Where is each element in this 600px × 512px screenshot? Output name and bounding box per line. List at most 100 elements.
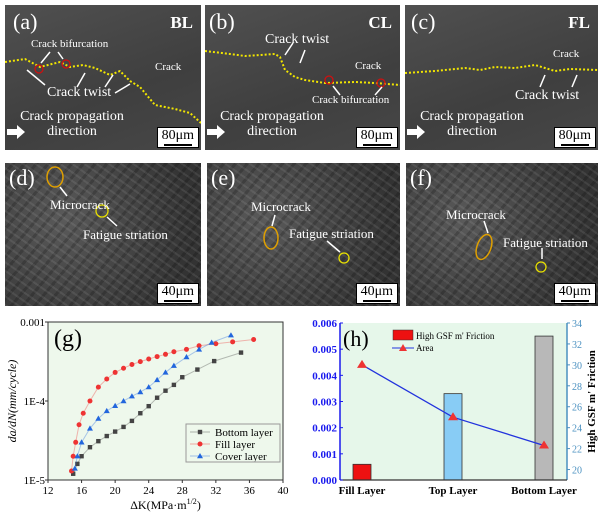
data-point xyxy=(183,354,190,360)
data-point xyxy=(95,415,102,421)
chart-h: 0.000 0.001 0.002 0.003 0.004 0.005 0.006 20 22 2… xyxy=(312,318,598,497)
direction-label: Crack propagation direction xyxy=(217,109,327,139)
micrograph-d: (d) Microcrack Fatigue striation 40μm xyxy=(5,163,201,306)
area-point xyxy=(357,359,367,368)
bar-0 xyxy=(352,463,372,481)
direction-label: Crack propagation direction xyxy=(417,109,527,139)
direction-line-1: Crack propagation xyxy=(20,109,124,124)
data-point xyxy=(146,403,151,409)
y-tick-label: 0.001 xyxy=(312,449,337,461)
data-point xyxy=(104,433,109,439)
data-point xyxy=(70,453,76,459)
data-point xyxy=(180,375,185,380)
data-point xyxy=(196,346,203,352)
legend-label: Bottom layer xyxy=(215,427,273,439)
scale-bar: 40μm xyxy=(553,283,596,304)
y-tick-label: 1E-4 xyxy=(24,396,46,408)
data-point xyxy=(87,398,93,404)
x-tick-label: Fill Layer xyxy=(339,485,386,497)
micrograph-c: (c) FL Crack Crack twist Crack propagati… xyxy=(405,5,598,150)
data-point xyxy=(128,393,135,399)
plot-area xyxy=(47,321,284,481)
panel-label: (h) xyxy=(343,326,369,351)
y-tick-label: 0.004 xyxy=(312,370,337,382)
layer-tag: BL xyxy=(170,13,193,32)
data-point xyxy=(79,454,84,459)
panel-label: (e) xyxy=(211,165,236,190)
y2-tick-label: 26 xyxy=(572,403,582,414)
data-point xyxy=(230,339,236,345)
x-tick-label: 28 xyxy=(177,485,189,497)
data-point xyxy=(103,407,110,414)
legend-marker xyxy=(197,453,203,459)
crack-path xyxy=(205,50,400,86)
data-point xyxy=(251,337,257,343)
y-tick-label: 0.003 xyxy=(312,397,337,409)
x-tick-label: Top Layer xyxy=(429,485,478,497)
panel-label: (a) xyxy=(13,9,38,34)
feature-overlay xyxy=(475,220,547,273)
feature-overlay xyxy=(263,214,350,264)
layer-tag: CL xyxy=(368,13,392,32)
crack-overlay xyxy=(405,63,598,139)
y-tick-label: 0.000 xyxy=(312,475,337,487)
layer-tag: FL xyxy=(568,13,590,32)
data-point xyxy=(196,343,202,349)
direction-line-2: direction xyxy=(447,124,497,139)
scale-bar: 80μm xyxy=(553,127,596,148)
data-point xyxy=(154,395,160,400)
crack-path xyxy=(5,57,201,124)
microcrack-label: Microcrack xyxy=(251,199,311,214)
x-tick-label: 16 xyxy=(76,485,88,497)
data-point xyxy=(145,384,152,390)
y2-axis-label: High GSF m' Friction xyxy=(586,350,598,453)
striation-label: Fatigue striation xyxy=(289,226,374,241)
bifurcation-circle xyxy=(61,59,71,69)
micrograph-e: (e) Microcrack Fatigue striation 40μm xyxy=(207,163,400,306)
y2-tick-label: 28 xyxy=(572,382,582,393)
data-point xyxy=(163,388,168,393)
y2-tick-label: 22 xyxy=(572,445,582,456)
crack-label: Crack xyxy=(155,61,182,73)
x-axis-label: ΔK(MPa·m1/2) xyxy=(130,497,201,512)
y-tick-label: 0.002 xyxy=(312,423,337,435)
crack-label: Crack xyxy=(553,48,580,60)
data-point xyxy=(96,438,101,444)
micrograph-b: (b) CL Crack twist Crack Crack bifurcati… xyxy=(205,5,400,150)
y-tick-label: 1E-5 xyxy=(24,475,46,487)
panel-label: (g) xyxy=(54,326,82,352)
striation-label: Fatigue striation xyxy=(503,235,588,250)
data-point xyxy=(137,359,143,365)
crack-overlay xyxy=(5,51,201,139)
data-point xyxy=(154,376,161,383)
data-point xyxy=(138,411,143,416)
data-point xyxy=(171,349,177,355)
data-point xyxy=(78,439,85,445)
data-point xyxy=(211,358,217,364)
legend-label: Cover layer xyxy=(215,451,267,463)
data-point xyxy=(112,369,118,375)
direction-arrow-icon xyxy=(407,125,425,139)
legend-marker xyxy=(399,344,407,351)
x-tick-label: 32 xyxy=(210,485,221,497)
series-line-triangle xyxy=(74,334,232,469)
direction-arrow-icon xyxy=(207,125,225,139)
bar-1 xyxy=(443,393,463,481)
striation-circle xyxy=(338,252,350,264)
x-tick-label: 20 xyxy=(110,485,122,497)
legend-marker xyxy=(197,441,203,447)
data-point xyxy=(71,465,78,471)
data-point xyxy=(208,339,215,345)
data-point xyxy=(163,351,168,357)
scale-bar: 40μm xyxy=(355,283,398,304)
data-point xyxy=(162,369,169,375)
area-point xyxy=(539,440,549,449)
data-point xyxy=(70,471,76,476)
chart-g: 12 16 20 24 28 32 36 40 1E-5 1E-4 0.001 ΔK(MPa·m1/2… xyxy=(5,317,289,512)
y2-tick-label: 24 xyxy=(572,424,582,435)
y-tick-label: 0.001 xyxy=(20,317,45,329)
striation-circle xyxy=(535,261,547,273)
scale-bar: 80μm xyxy=(156,127,199,148)
data-point xyxy=(213,341,219,347)
direction-line-1: Crack propagation xyxy=(220,109,324,124)
